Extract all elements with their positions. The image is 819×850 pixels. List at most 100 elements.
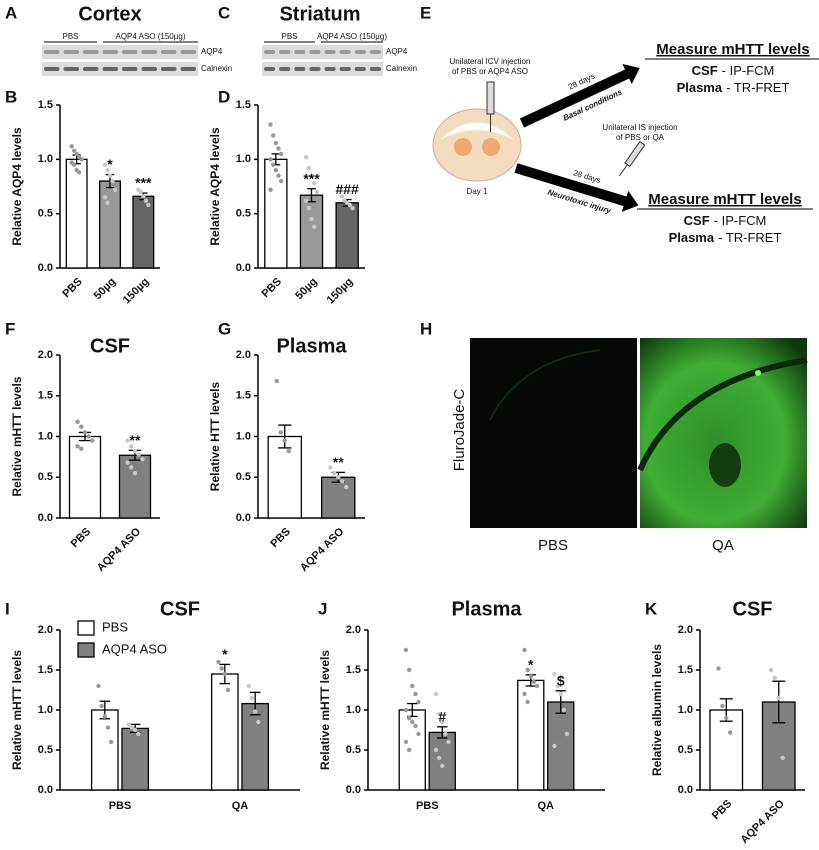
data-point <box>433 747 439 753</box>
panel-letter: C <box>218 3 230 22</box>
data-point <box>413 691 418 697</box>
blot-band <box>102 67 118 71</box>
data-point <box>328 465 333 470</box>
x-tick-label: QA <box>232 800 249 812</box>
significance: *** <box>303 170 320 186</box>
data-point <box>561 707 567 713</box>
data-point <box>71 162 77 167</box>
data-point <box>96 683 101 689</box>
x-tick-label: PBS <box>710 798 734 822</box>
data-point <box>276 173 281 178</box>
data-point <box>776 695 781 701</box>
y-axis-label: Relative AQP4 levels <box>208 127 222 246</box>
bar <box>517 679 545 791</box>
blot-row-label: AQP4 <box>201 47 223 56</box>
x-tick-label: PBS <box>416 800 439 812</box>
measure-title: Measure mHTT levels <box>656 41 809 58</box>
y-tick-label: 0.5 <box>346 744 361 756</box>
data-point <box>558 691 563 697</box>
error-bar <box>278 424 292 449</box>
bar <box>547 701 575 791</box>
injection-text: of PBS or QA <box>616 133 665 142</box>
x-tick-label: PBS <box>260 276 284 300</box>
image-label: QA <box>712 537 734 554</box>
bar <box>132 195 155 269</box>
blot-band <box>180 50 196 54</box>
measure-method: - TR-FRET <box>726 80 789 95</box>
data-point <box>309 216 314 222</box>
micrograph-edge <box>489 349 601 421</box>
y-tick-label: 1.5 <box>236 99 251 111</box>
micrograph-pbs <box>470 338 637 528</box>
injection-text: of PBS or AQP4 ASO <box>452 67 528 76</box>
data-point <box>246 683 252 689</box>
blot-band <box>309 67 321 71</box>
data-point <box>105 168 110 173</box>
blot-band <box>63 50 79 54</box>
y-tick-label: 1.0 <box>38 704 53 716</box>
x-tick-label: PBS <box>268 526 292 550</box>
significance: * <box>528 657 534 673</box>
error-bar <box>437 726 448 739</box>
data-point <box>105 725 111 730</box>
x-tick-label: AQP4 ASO <box>95 525 144 574</box>
data-point <box>433 691 439 697</box>
blot-band <box>294 50 306 54</box>
data-point <box>340 479 345 484</box>
significance: ### <box>335 181 359 197</box>
data-point <box>268 122 273 127</box>
image-label: PBS <box>538 537 568 554</box>
data-point <box>555 683 560 689</box>
y-tick-label: 0.0 <box>236 262 251 274</box>
panel-letter: G <box>218 319 231 338</box>
bar <box>118 454 152 519</box>
data-point <box>309 173 314 178</box>
data-point <box>339 194 345 199</box>
significance: # <box>438 709 446 725</box>
data-point <box>102 195 108 200</box>
y-tick-label: 0.5 <box>38 208 53 220</box>
blot-band <box>264 50 276 54</box>
y-tick-label: 2.0 <box>236 349 251 361</box>
y-tick-label: 1.5 <box>38 390 53 402</box>
x-tick-label: PBS <box>109 800 132 812</box>
data-point <box>278 430 283 435</box>
data-point <box>410 683 415 689</box>
y-tick-label: 0.5 <box>38 471 53 483</box>
measure-line: CSF - IP-FCM <box>684 213 767 228</box>
y-tick-label: 2.0 <box>38 349 53 361</box>
y-tick-label: 0.0 <box>38 262 53 274</box>
x-tick-label: 150µg <box>325 276 356 307</box>
chart-title: Plasma <box>276 335 347 357</box>
y-tick-label: 2.0 <box>678 624 693 636</box>
blot-group: PBS <box>281 32 297 41</box>
data-point <box>534 683 540 689</box>
blot-band <box>369 50 381 54</box>
data-point <box>129 465 134 470</box>
data-point <box>146 202 151 208</box>
blot-band <box>180 67 196 71</box>
y-tick-label: 0.0 <box>236 512 251 524</box>
blot-band <box>63 67 79 71</box>
x-tick-label: 50µg <box>92 276 118 302</box>
bar <box>335 202 359 269</box>
measure-sample: CSF <box>692 63 718 78</box>
y-tick-label: 2.0 <box>346 624 361 636</box>
x-tick-label: AQP4 ASO <box>739 797 788 846</box>
data-point <box>282 438 287 443</box>
bar <box>68 435 102 519</box>
data-point <box>306 165 312 171</box>
blot-band <box>279 50 291 54</box>
panel-letter: B <box>5 87 17 106</box>
blot-strip <box>42 62 198 76</box>
brain-cortex <box>440 122 514 140</box>
chart-title: CSF <box>160 598 200 620</box>
data-point <box>347 202 353 208</box>
brain-striatum <box>454 138 472 156</box>
data-point <box>222 671 228 677</box>
bar <box>299 194 324 269</box>
y-tick-label: 0.0 <box>38 512 53 524</box>
data-point <box>336 475 341 480</box>
